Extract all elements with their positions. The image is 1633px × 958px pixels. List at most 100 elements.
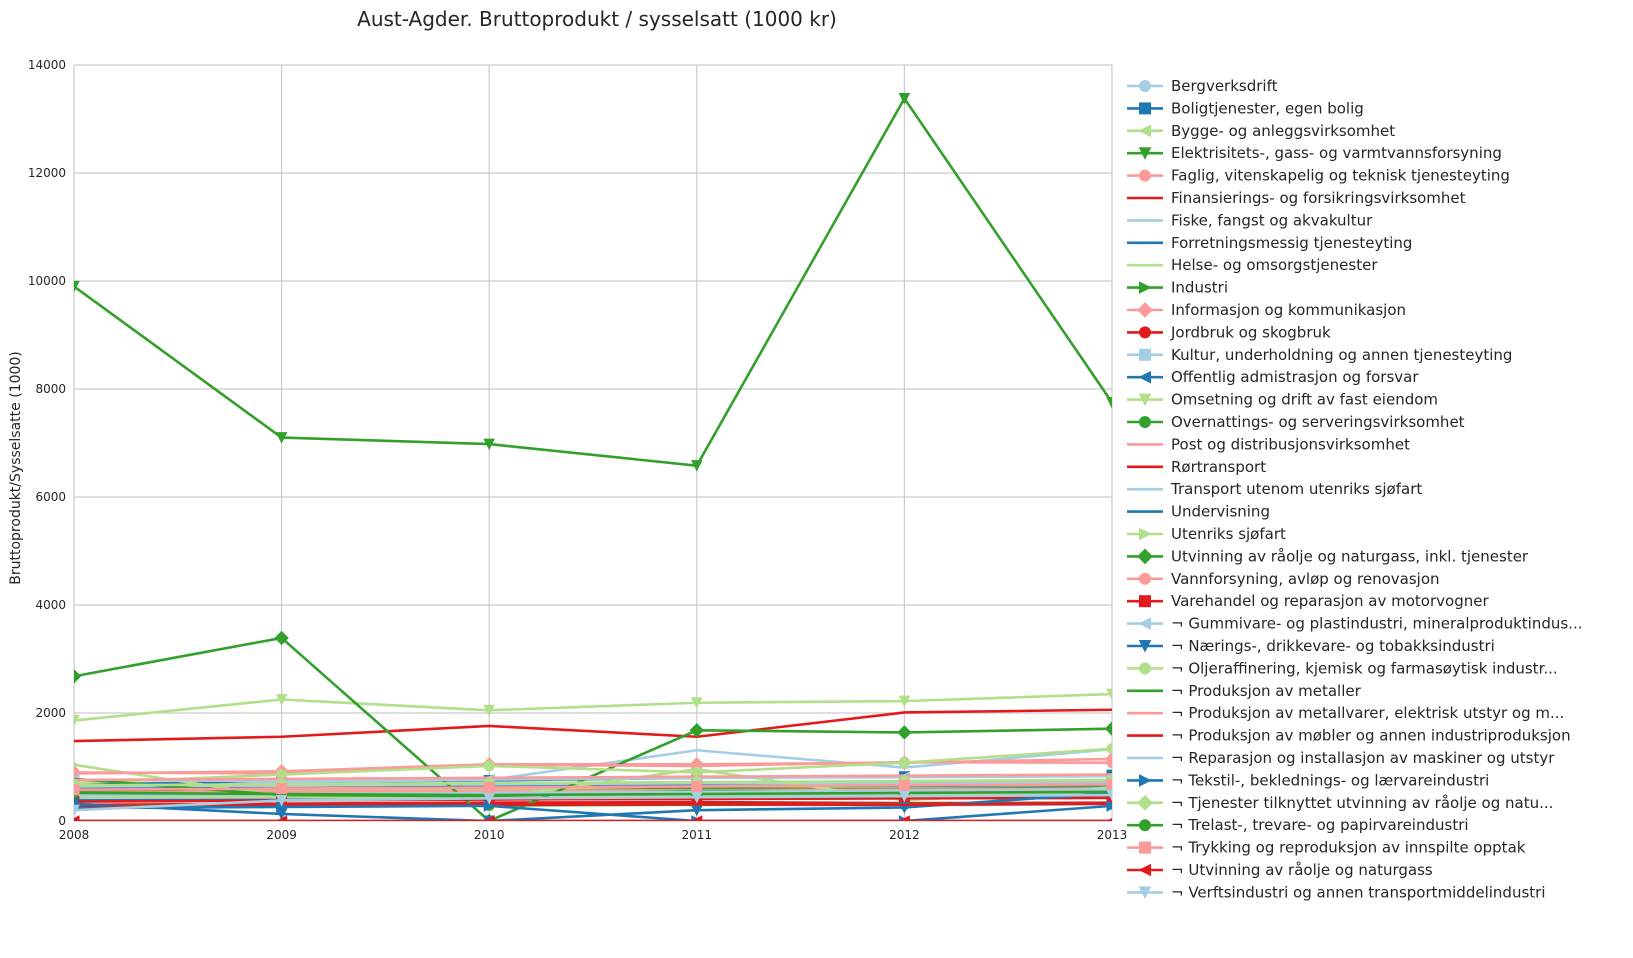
data-point — [898, 790, 911, 803]
legend-item: Bygge- og anleggsvirksomhet — [1127, 122, 1395, 140]
data-point — [1139, 416, 1151, 428]
legend-label: ¬ Trykking og reproduksjon av innspilte … — [1171, 839, 1526, 857]
y-tick-label: 10000 — [28, 274, 66, 288]
data-point — [898, 779, 910, 791]
data-point — [74, 804, 80, 817]
data-point — [483, 438, 496, 451]
data-point — [1106, 800, 1112, 812]
legend-label: Faglig, vitenskapelig og teknisk tjenest… — [1171, 167, 1510, 185]
x-tick-label: 2013 — [1097, 828, 1128, 842]
legend-label: ¬ Reparasjon og installasjon av maskiner… — [1171, 749, 1555, 767]
data-point — [1139, 662, 1151, 675]
data-point — [690, 460, 703, 472]
series-line — [74, 782, 1112, 791]
data-point — [1106, 397, 1112, 409]
legend-item: Omsetning og drift av fast eiendom — [1127, 391, 1438, 409]
x-tick-label: 2011 — [682, 828, 713, 842]
data-point — [274, 630, 289, 646]
legend-item: Transport utenom utenriks sjøfart — [1127, 480, 1422, 498]
legend-label: Forretningsmessig tjenesteyting — [1171, 234, 1412, 252]
data-point — [1139, 281, 1152, 294]
legend-label: Bygge- og anleggsvirksomhet — [1171, 122, 1395, 140]
data-point — [1138, 886, 1152, 900]
data-point — [898, 815, 910, 821]
data-point — [275, 815, 288, 821]
legend-item: Undervisning — [1127, 503, 1270, 521]
y-tick-label: 12000 — [28, 166, 66, 180]
legend-item: Jordbruk og skogbruk — [1127, 323, 1331, 341]
legend-label: ¬ Oljeraffinering, kjemisk og farmasøyti… — [1171, 659, 1558, 677]
legend-item: ¬ Tekstil-, beklednings- og lærvareindus… — [1127, 771, 1489, 789]
y-tick-label: 2000 — [35, 706, 66, 720]
legend: Bergverksdrift Boligtjenester, egen bolig… — [1127, 77, 1582, 901]
data-point — [1106, 688, 1112, 701]
series-line — [74, 796, 1112, 803]
legend-label: Undervisning — [1171, 503, 1270, 521]
data-point — [74, 761, 81, 768]
data-point — [1139, 572, 1151, 585]
series-15 — [74, 688, 1112, 727]
y-tick-label: 0 — [58, 814, 66, 828]
series-line — [74, 747, 1112, 785]
data-point — [74, 715, 80, 727]
data-point — [689, 723, 705, 738]
data-point — [1137, 302, 1153, 318]
series-35 — [74, 778, 1112, 796]
legend-item: ¬ Tjenester tilknyttet utvinning av råol… — [1127, 794, 1553, 812]
data-point — [1139, 595, 1151, 608]
legend-label: ¬ Verftsindustri og annen transportmidde… — [1171, 883, 1545, 901]
series-line — [74, 804, 1112, 821]
legend-item: Offentlig admistrasjon og forsvar — [1127, 368, 1419, 386]
y-tick-label: 8000 — [35, 382, 66, 396]
data-point — [1139, 169, 1151, 182]
data-point — [1139, 527, 1152, 541]
legend-label: Vannforsyning, avløp og renovasjon — [1171, 570, 1440, 588]
series-37 — [74, 789, 1112, 817]
data-point — [897, 725, 912, 740]
data-point — [690, 815, 703, 821]
legend-label: Informasjon og kommunikasjon — [1171, 301, 1406, 319]
data-point — [1138, 617, 1151, 630]
x-tick-label: 2012 — [889, 828, 920, 842]
legend-item: ¬ Produksjon av metallvarer, elektrisk u… — [1127, 704, 1564, 722]
series-line — [74, 774, 1112, 783]
legend-label: Transport utenom utenriks sjøfart — [1170, 480, 1422, 498]
data-point — [691, 780, 703, 792]
data-point — [74, 280, 80, 293]
legend-label: Jordbruk og skogbruk — [1170, 323, 1331, 341]
chart-title: Aust-Agder. Bruttoprodukt / sysselsatt (… — [357, 7, 837, 31]
y-axis-label: Bruttoprodukt/Sysselsatte (1000) — [8, 351, 24, 584]
data-point — [1138, 370, 1151, 384]
legend-item: ¬ Trelast-, trevare- og papirvareindustr… — [1127, 816, 1469, 834]
legend-label: Helse- og omsorgstjenester — [1171, 256, 1378, 274]
legend-label: Post og distribusjonsvirksomhet — [1171, 435, 1410, 453]
series-group — [74, 92, 1112, 821]
legend-label: Offentlig admistrasjon og forsvar — [1171, 368, 1419, 386]
legend-label: Overnattings- og serveringsvirksomhet — [1171, 413, 1465, 431]
series-line — [74, 760, 1112, 775]
legend-label: Finansierings- og forsikringsvirksomhet — [1171, 189, 1466, 207]
legend-item: Rørtransport — [1127, 458, 1266, 476]
legend-item: Helse- og omsorgstjenester — [1127, 256, 1378, 274]
data-point — [690, 791, 703, 804]
data-point — [1104, 721, 1112, 736]
data-point — [483, 792, 496, 805]
legend-item: Fiske, fangst og akvakultur — [1127, 211, 1373, 229]
legend-item: Informasjon og kommunikasjon — [1127, 301, 1406, 319]
series-line — [74, 636, 1112, 821]
data-point — [1139, 841, 1151, 854]
x-tick-label: 2010 — [474, 828, 505, 842]
legend-item: Post og distribusjonsvirksomhet — [1127, 435, 1410, 453]
legend-item: ¬ Produksjon av møbler og annen industri… — [1127, 727, 1571, 745]
series-line — [74, 790, 1112, 797]
data-point — [74, 669, 82, 684]
legend-item: ¬ Gummivare- og plastindustri, mineralpr… — [1127, 615, 1582, 633]
legend-item: ¬ Utvinning av råolje og naturgass — [1127, 861, 1433, 879]
legend-item: Overnattings- og serveringsvirksomhet — [1127, 413, 1465, 431]
legend-item: Elektrisitets-, gass- og varmtvannsforsy… — [1127, 144, 1502, 162]
legend-item: Utenriks sjøfart — [1127, 525, 1286, 543]
data-point — [898, 757, 910, 769]
legend-label: ¬ Gummivare- og plastindustri, mineralpr… — [1171, 615, 1582, 633]
data-point — [483, 704, 496, 717]
